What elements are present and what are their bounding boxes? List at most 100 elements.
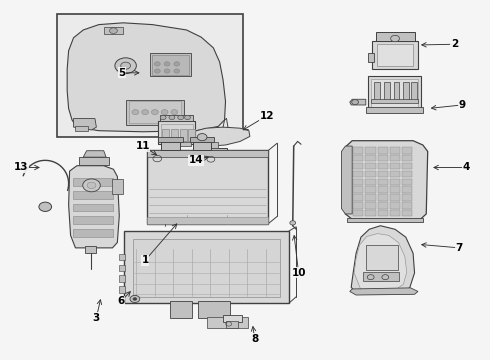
Bar bbox=[368, 76, 421, 112]
Bar bbox=[74, 178, 114, 186]
Bar bbox=[366, 186, 375, 193]
Bar bbox=[74, 229, 114, 237]
Bar bbox=[376, 44, 413, 66]
Circle shape bbox=[121, 62, 130, 69]
Bar bbox=[129, 102, 181, 123]
Bar bbox=[353, 163, 364, 169]
Bar bbox=[161, 143, 180, 150]
Bar bbox=[85, 247, 96, 253]
Bar bbox=[353, 210, 364, 216]
Bar bbox=[377, 171, 388, 177]
Polygon shape bbox=[351, 226, 415, 294]
Text: 5: 5 bbox=[119, 68, 126, 78]
Bar bbox=[147, 217, 269, 224]
Bar bbox=[160, 115, 193, 121]
Circle shape bbox=[39, 202, 51, 211]
Bar bbox=[374, 82, 380, 102]
Bar bbox=[57, 14, 243, 137]
Bar bbox=[371, 99, 418, 103]
Bar bbox=[366, 147, 375, 154]
Bar bbox=[384, 82, 390, 102]
Circle shape bbox=[197, 134, 207, 141]
Bar bbox=[366, 245, 397, 270]
Polygon shape bbox=[342, 146, 352, 214]
Circle shape bbox=[391, 35, 399, 42]
Bar bbox=[403, 82, 409, 102]
Circle shape bbox=[174, 69, 180, 73]
Circle shape bbox=[151, 110, 158, 114]
Bar bbox=[158, 138, 183, 143]
Bar bbox=[363, 272, 399, 281]
Bar bbox=[390, 171, 400, 177]
Bar bbox=[366, 171, 375, 177]
Bar bbox=[377, 194, 388, 201]
Circle shape bbox=[154, 62, 160, 66]
Circle shape bbox=[87, 182, 96, 189]
Bar bbox=[393, 82, 399, 102]
Text: 11: 11 bbox=[135, 141, 150, 151]
Text: 14: 14 bbox=[189, 156, 203, 165]
Bar bbox=[74, 216, 114, 224]
Bar bbox=[150, 53, 192, 76]
Bar bbox=[147, 150, 269, 157]
Bar bbox=[353, 147, 364, 154]
Bar bbox=[377, 179, 388, 185]
Text: 12: 12 bbox=[260, 111, 274, 121]
Bar bbox=[171, 129, 178, 141]
Bar bbox=[353, 179, 364, 185]
Text: 7: 7 bbox=[456, 243, 463, 253]
Circle shape bbox=[115, 58, 136, 73]
Bar bbox=[206, 317, 248, 328]
Polygon shape bbox=[188, 127, 250, 146]
Bar bbox=[402, 179, 412, 185]
Bar bbox=[158, 121, 195, 144]
Bar bbox=[402, 210, 412, 216]
Polygon shape bbox=[74, 118, 97, 130]
Bar bbox=[152, 55, 189, 75]
Bar bbox=[366, 108, 423, 113]
Polygon shape bbox=[354, 234, 407, 290]
Bar bbox=[226, 321, 239, 328]
Text: 10: 10 bbox=[292, 268, 306, 278]
Circle shape bbox=[130, 296, 140, 302]
Bar bbox=[133, 239, 280, 297]
Bar bbox=[113, 179, 123, 194]
Polygon shape bbox=[345, 141, 428, 219]
Bar bbox=[366, 202, 375, 208]
Bar bbox=[189, 129, 196, 141]
Bar bbox=[402, 163, 412, 169]
Bar bbox=[366, 194, 375, 201]
Bar bbox=[377, 186, 388, 193]
Bar bbox=[377, 202, 388, 208]
Text: 6: 6 bbox=[117, 296, 124, 306]
Circle shape bbox=[171, 110, 178, 114]
Bar bbox=[390, 210, 400, 216]
Bar bbox=[375, 32, 415, 41]
Bar bbox=[75, 126, 88, 131]
Bar bbox=[372, 41, 418, 69]
Bar bbox=[347, 218, 423, 222]
Bar bbox=[190, 138, 214, 143]
Bar bbox=[162, 143, 192, 146]
Polygon shape bbox=[350, 288, 418, 295]
Bar bbox=[353, 171, 364, 177]
Bar bbox=[353, 155, 364, 161]
Bar bbox=[119, 254, 125, 260]
Text: 13: 13 bbox=[14, 162, 28, 172]
Bar bbox=[377, 210, 388, 216]
Text: 8: 8 bbox=[251, 334, 258, 344]
Bar bbox=[202, 150, 223, 161]
Bar bbox=[119, 275, 125, 282]
Bar bbox=[390, 147, 400, 154]
Bar bbox=[74, 191, 114, 199]
Bar bbox=[377, 147, 388, 154]
Circle shape bbox=[161, 110, 168, 114]
Text: 1: 1 bbox=[142, 255, 149, 265]
Bar bbox=[162, 129, 169, 141]
Bar bbox=[161, 123, 193, 141]
Bar bbox=[402, 194, 412, 201]
Circle shape bbox=[174, 62, 180, 66]
Bar bbox=[390, 202, 400, 208]
Circle shape bbox=[169, 115, 175, 120]
Text: 2: 2 bbox=[451, 39, 458, 49]
